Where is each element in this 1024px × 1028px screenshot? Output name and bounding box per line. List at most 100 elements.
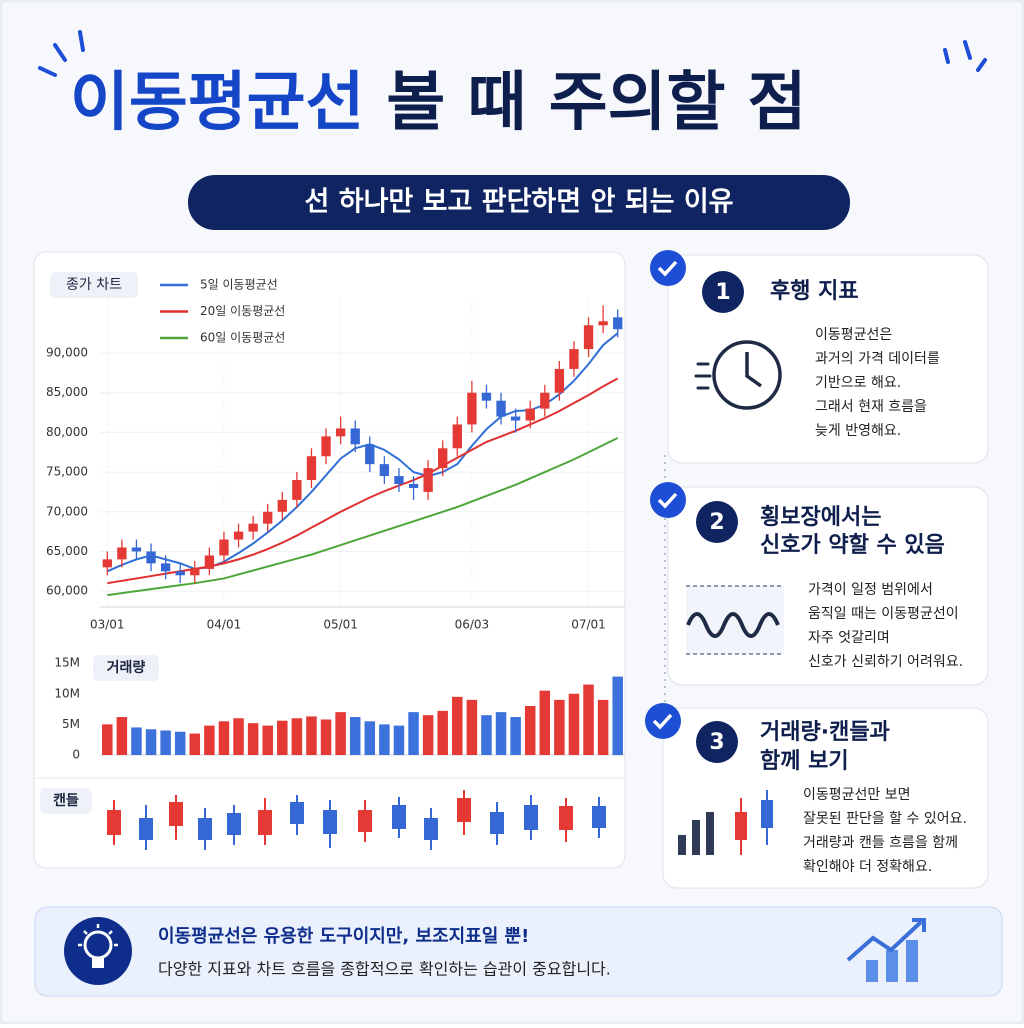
volume-bar [568,693,580,755]
sparkle [38,30,987,77]
card-text: 이동평균선만 보면 [803,787,911,803]
candle-body [102,559,112,568]
card-text: 자주 엇갈리며 [808,630,890,646]
card-title: 거래량·캔들과 [760,720,890,745]
volume-bar [218,721,230,755]
card-number: 2 [709,510,724,535]
candle-body [306,456,317,481]
candle-body [292,480,302,500]
chart-layer: 60,000 65,000 70,000 75,000 80,000 85,000 90,0… [46,278,625,762]
card-text: 가격이 일정 범위에서 [808,582,933,598]
candle-body [204,555,215,569]
candle-body [219,539,229,556]
y-tick-label: 80,000 [46,425,88,439]
volume-bar [233,718,244,755]
ma-line [107,437,619,597]
card-text: 움직일 때는 이동평균선이 [808,606,959,622]
candle-strip [107,790,606,850]
chip [93,655,159,681]
volume-bar [379,724,390,755]
x-tick-label: 06/03 [455,618,490,632]
card-title: 함께 보기 [760,749,849,774]
card-text: 이동평균선은 [815,327,892,343]
subtitle-pill [188,175,850,230]
candle-body [613,317,623,330]
candle-body [263,511,273,524]
y-tick-label: 75,000 [46,465,88,479]
volume-label: 거래량 [107,660,146,676]
volume-bar [364,721,376,755]
title: 이동평균선 볼 때 주의할 점 [70,66,807,140]
card [650,250,989,464]
volume-bar [174,731,186,755]
volume-bar [262,725,273,755]
y-tick-label: 60,000 [46,584,88,598]
candle-body [335,428,346,437]
volume-bar [160,730,171,755]
y-tick-label: 0 [72,748,80,762]
volume-bar [524,706,536,755]
volume-bar [247,723,259,755]
candle-body [467,392,477,425]
candle-body [583,325,594,350]
candle-strip-label: 캔들 [53,792,79,809]
candle-body [117,547,127,560]
volume-bar [408,712,419,755]
card [650,482,989,686]
footer-text: 다양한 지표와 차트 흐름을 종합적으로 확인하는 습관이 중요합니다. [158,960,611,979]
candle-body [175,571,185,576]
legend-label: 60일 이동평균선 [200,331,285,345]
volume-bar [349,717,361,755]
chart-panel [33,251,626,869]
candle-body [233,531,244,540]
candle-body [190,568,200,576]
volume-bar [612,676,623,755]
candle-body [394,476,404,484]
candle-body [540,392,550,409]
volume-bar [510,717,521,755]
candle-body [160,563,171,572]
growth-icon [846,918,926,982]
candle-body [131,547,142,552]
volume-bar [145,729,157,755]
candle-body [408,483,419,488]
volume-bar [131,727,142,755]
candle-body [321,436,331,457]
card-text: 그래서 현재 흐름을 [815,399,927,415]
candle-body [569,349,579,369]
volume-bar [597,699,609,755]
candle-body [277,499,287,512]
card-number: 1 [715,280,730,305]
volume-bar [277,720,288,755]
card-text: 거래량과 캔들 흐름을 함께 [803,835,958,851]
y-tick-label: 85,000 [46,385,88,399]
y-tick-label: 5M [62,717,80,731]
x-tick-label: 03/01 [90,618,125,632]
candle-body [496,400,506,417]
candle-body [350,428,360,445]
y-tick-label: 10M [54,686,80,700]
x-tick-label: 07/01 [571,618,606,632]
candle-body [248,523,258,532]
volume-bar [335,712,346,755]
card-text: 과거의 가격 데이터를 [815,351,940,367]
card-title: 횡보장에서는 [760,505,881,530]
y-tick-label: 65,000 [46,544,88,558]
card-text: 기반으로 해요. [815,375,901,391]
legend-label: 20일 이동평균선 [200,304,285,318]
volume-bar [481,715,492,755]
title-rest: 볼 때 주의할 점 [386,66,806,140]
legend-label: 5일 이동평균선 [200,278,278,292]
chip [40,788,92,814]
subtitle: 선 하나만 보고 판단하면 안 되는 이유 [305,187,734,218]
candle-body [510,416,521,421]
volume-bar [495,712,507,755]
volume-bar [320,719,332,755]
candle-body [452,424,462,449]
x-tick-label: 05/01 [323,618,358,632]
candle-body [438,448,448,469]
chart-label: 종가 차트 [66,277,122,293]
card [645,703,989,889]
volume-bar [452,696,463,755]
volume-bar [116,717,128,755]
